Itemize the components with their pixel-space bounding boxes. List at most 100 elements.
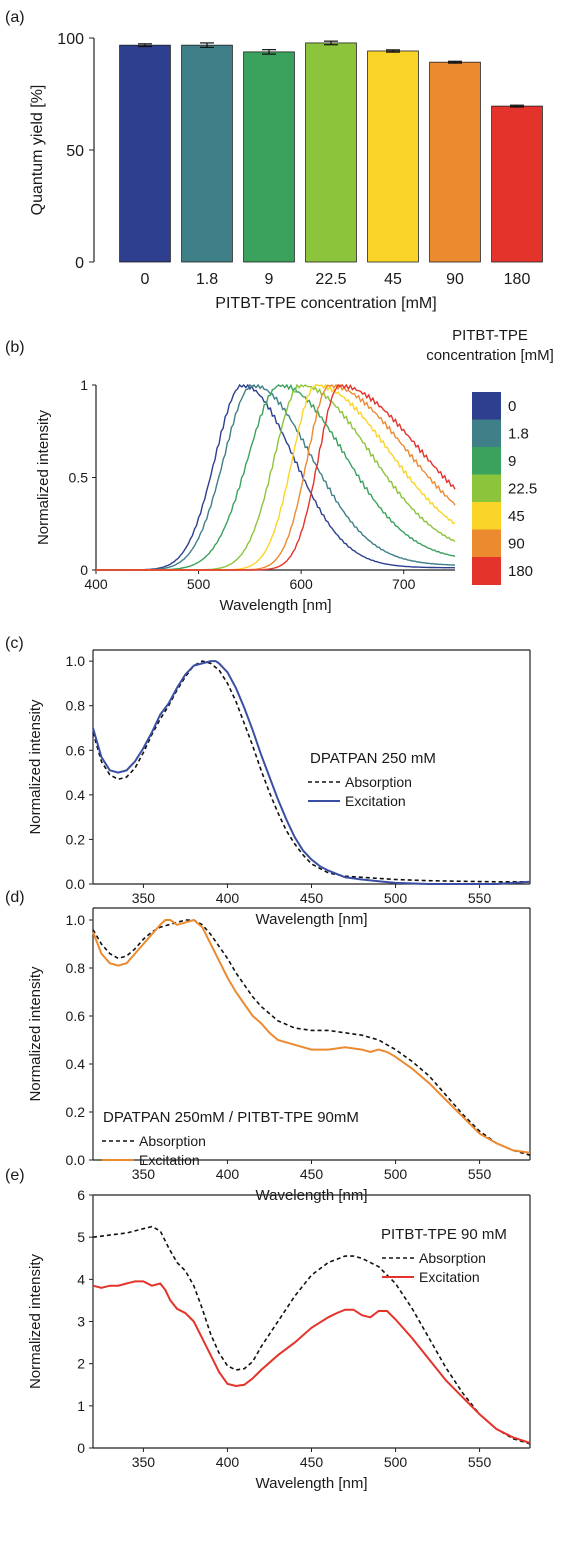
x-tick-label: 550 <box>468 1166 492 1182</box>
x-tick-label: 600 <box>289 576 313 592</box>
legend-swatch <box>472 529 501 558</box>
legend-label: 1.8 <box>508 426 529 443</box>
absorption-curve <box>92 1225 531 1445</box>
bar <box>119 44 171 263</box>
legend-label: Excitation <box>345 793 406 809</box>
bar <box>367 50 419 263</box>
legend-label: Excitation <box>419 1269 480 1285</box>
legend-label: 22.5 <box>508 481 537 498</box>
y-tick-label: 0.8 <box>66 960 86 976</box>
x-tick-label: 9 <box>265 271 274 288</box>
emission-curve <box>96 383 456 571</box>
legend-title-line1: PITBT-TPE <box>452 327 528 344</box>
panel-label: (d) <box>5 889 25 906</box>
bar <box>429 61 481 263</box>
emission-curve <box>96 383 456 571</box>
legend-title-line2: concentration [mM] <box>426 347 554 364</box>
legend-title: DPATPAN 250mM / PITBT-TPE 90mM <box>103 1109 359 1126</box>
y-tick-label: 0.2 <box>66 831 86 847</box>
legend-title: PITBT-TPE 90 mM <box>381 1226 507 1243</box>
x-axis-label: Wavelength [nm] <box>256 1475 368 1492</box>
y-tick-label: 0.0 <box>66 1152 86 1168</box>
panel-c-spectra-chart: (c) 0.0 0.2 0.4 0.6 0.8 1.0 350 400 450 500 550 Wave… <box>5 635 531 928</box>
y-tick-label: 6 <box>77 1187 85 1203</box>
excitation-curve <box>92 660 531 885</box>
legend-label: Absorption <box>419 1250 486 1266</box>
legend-label: 9 <box>508 453 516 470</box>
x-tick-label: 400 <box>84 576 108 592</box>
emission-curve <box>96 383 456 571</box>
y-tick-label: 1.0 <box>66 912 86 928</box>
panel-d-spectra-chart: (d) 0.0 0.2 0.4 0.6 0.8 1.0 350 400 450 500 550 Wave… <box>5 889 531 1204</box>
panel-label: (b) <box>5 339 25 356</box>
legend-label: 0 <box>508 398 516 415</box>
x-tick-label: 350 <box>132 1166 156 1182</box>
y-tick-label: 1.0 <box>66 653 86 669</box>
x-tick-label: 500 <box>384 1166 408 1182</box>
y-tick-label: 0.6 <box>66 742 86 758</box>
y-tick-label: 2 <box>77 1356 85 1372</box>
y-tick-label: 3 <box>77 1314 85 1330</box>
x-axis-label: Wavelength [nm] <box>220 597 332 614</box>
legend-label: 45 <box>508 508 525 525</box>
x-tick-label: 45 <box>384 271 402 288</box>
legend-label: Excitation <box>139 1152 200 1168</box>
y-tick-label: 0.8 <box>66 698 86 714</box>
y-axis-label: Normalized intensity <box>27 1253 44 1389</box>
y-tick-label: 0.2 <box>66 1104 86 1120</box>
y-tick-label: 0.4 <box>66 1056 86 1072</box>
y-tick-label: 0 <box>77 1440 85 1456</box>
y-tick-label: 0 <box>80 562 88 578</box>
emission-curve <box>96 383 456 571</box>
legend-label: 90 <box>508 536 525 553</box>
legend-label: Absorption <box>139 1133 206 1149</box>
x-tick-label: 450 <box>300 1166 324 1182</box>
x-tick-label: 350 <box>132 1454 156 1470</box>
absorption-curve <box>92 919 531 1156</box>
x-axis-label: Wavelength [nm] <box>256 911 368 928</box>
legend-swatch <box>472 474 501 503</box>
y-axis-label: Quantum yield [%] <box>29 85 46 216</box>
x-tick-label: 450 <box>300 1454 324 1470</box>
legend-swatch <box>472 419 501 448</box>
y-tick-label: 50 <box>66 143 84 160</box>
y-tick-label: 0 <box>75 255 84 272</box>
y-tick-label: 4 <box>77 1271 85 1287</box>
panel-label: (e) <box>5 1167 25 1184</box>
legend-swatch <box>472 392 501 420</box>
y-tick-label: 0.5 <box>69 470 89 486</box>
x-tick-label: 0 <box>141 271 150 288</box>
x-tick-label: 90 <box>446 271 464 288</box>
bar <box>491 105 543 263</box>
x-tick-label: 550 <box>468 890 492 906</box>
legend-swatch <box>472 557 501 585</box>
x-tick-label: 400 <box>216 1166 240 1182</box>
y-tick-label: 0.0 <box>66 876 86 892</box>
y-axis-label: Normalized intensity <box>35 409 52 545</box>
y-tick-label: 1 <box>77 1398 85 1414</box>
panel-label: (c) <box>5 635 24 652</box>
y-axis-label: Normalized intensity <box>27 966 44 1102</box>
bar <box>305 42 357 263</box>
panel-a-bar-chart: (a) 0 50 100 0 1.8 9 22.5 45 90 180 PITBT-TPE conce… <box>5 9 543 312</box>
panel-label: (a) <box>5 9 25 26</box>
legend-label: 180 <box>508 563 533 580</box>
x-tick-label: 500 <box>187 576 211 592</box>
y-tick-label: 5 <box>77 1229 85 1245</box>
bar <box>181 44 233 263</box>
x-tick-label: 400 <box>216 890 240 906</box>
x-tick-label: 700 <box>392 576 416 592</box>
x-tick-label: 450 <box>300 890 324 906</box>
x-tick-label: 500 <box>384 890 408 906</box>
x-tick-label: 1.8 <box>196 271 218 288</box>
x-tick-label: 350 <box>132 890 156 906</box>
y-tick-label: 0.4 <box>66 787 86 803</box>
emission-curve <box>96 383 456 571</box>
legend-swatch <box>472 502 501 530</box>
y-tick-label: 0.6 <box>66 1008 86 1024</box>
x-tick-label: 500 <box>384 1454 408 1470</box>
y-tick-label: 1 <box>80 377 88 393</box>
panel-b-emission-chart: (b) 0 0.5 1 400 500 600 700 Wavelength [nm] Norma… <box>5 327 554 614</box>
excitation-curve <box>92 918 531 1154</box>
